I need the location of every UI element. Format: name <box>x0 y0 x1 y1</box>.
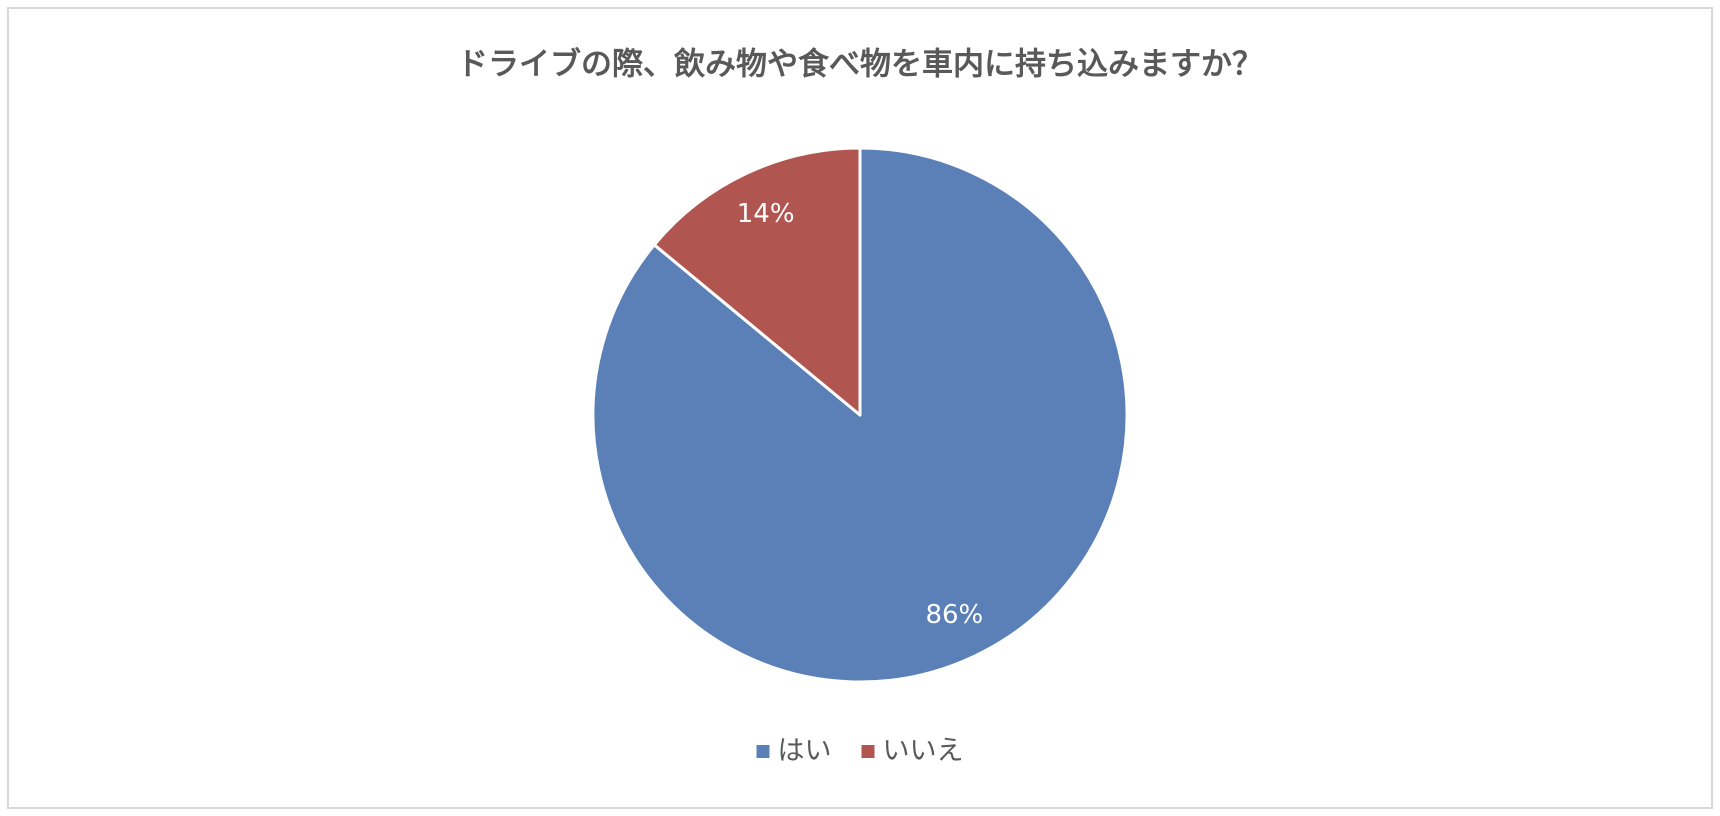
data-label: 14% <box>737 199 795 229</box>
pie-slice <box>652 146 862 417</box>
legend-label: はい <box>778 736 832 767</box>
chart-title: ドライブの際、飲み物や食べ物を車内に持ち込みますか？ <box>457 47 1263 83</box>
pie: 86% 14% <box>591 146 1129 684</box>
legend-label: いいえ <box>883 736 964 767</box>
legend-marker <box>861 745 875 758</box>
legend-marker <box>756 745 770 758</box>
data-label: 86% <box>925 600 983 630</box>
legend: はい いいえ <box>756 736 964 767</box>
